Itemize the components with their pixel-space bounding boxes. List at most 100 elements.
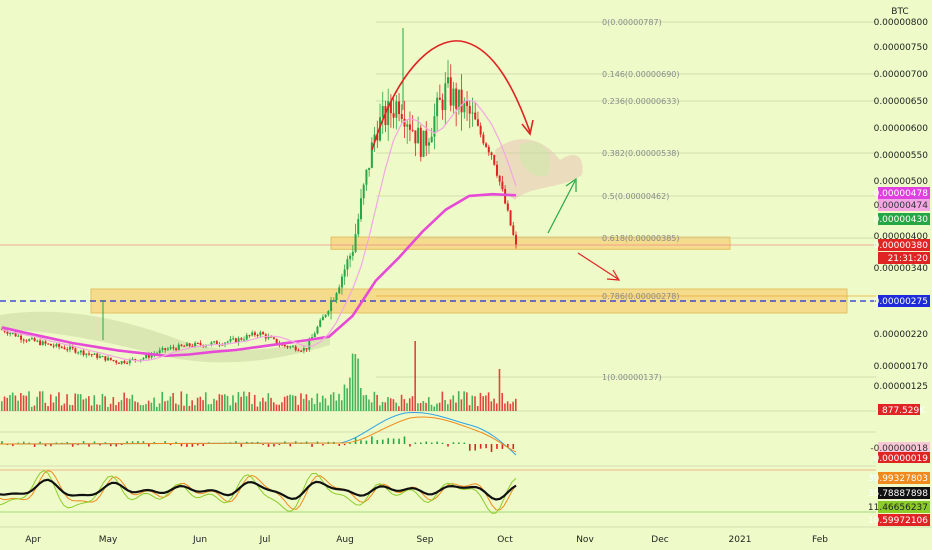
volume-bar bbox=[6, 397, 9, 411]
candle-body bbox=[172, 347, 175, 349]
candle-body bbox=[109, 357, 112, 360]
macd-hist-bar bbox=[409, 444, 411, 447]
macd-hist-bar bbox=[267, 444, 270, 447]
candle-body bbox=[22, 339, 25, 341]
candle-body bbox=[332, 300, 335, 302]
macd-hist-bar bbox=[240, 444, 243, 447]
macd-hist-bar bbox=[403, 436, 406, 444]
candle-body bbox=[213, 341, 216, 343]
candle-body bbox=[262, 332, 265, 335]
fib-level-label: 1(0.00000137) bbox=[602, 373, 662, 382]
candle-body bbox=[297, 350, 300, 352]
candle-body bbox=[436, 97, 439, 117]
volume-bar bbox=[490, 401, 493, 411]
time-tick-label: Jul bbox=[259, 535, 271, 545]
macd-hist-bar bbox=[28, 442, 30, 444]
candle-body bbox=[427, 142, 430, 146]
macd-hist-bar bbox=[148, 444, 150, 447]
candle-body bbox=[433, 116, 436, 137]
candle-body bbox=[243, 339, 246, 341]
candle-body bbox=[501, 181, 504, 189]
volume-bar bbox=[430, 404, 433, 411]
volume-bar bbox=[419, 403, 422, 411]
macd-hist-bar bbox=[93, 441, 96, 444]
candle-body bbox=[104, 356, 107, 361]
volume-bar bbox=[349, 377, 351, 411]
candle-body bbox=[177, 344, 180, 350]
volume-bar bbox=[417, 403, 419, 411]
volume-bar bbox=[107, 406, 109, 411]
candle-body bbox=[370, 142, 373, 168]
macd-hist-bar bbox=[66, 442, 69, 444]
candle-body bbox=[30, 338, 33, 340]
macd-hist-bar bbox=[485, 444, 487, 449]
volume-bar bbox=[286, 395, 289, 411]
volume-bar bbox=[79, 394, 82, 411]
volume-bar bbox=[204, 392, 207, 411]
candle-body bbox=[58, 344, 61, 347]
candle-body bbox=[90, 354, 93, 356]
volume-bar bbox=[88, 396, 90, 411]
volume-bar bbox=[202, 400, 204, 411]
macd-hist-bar bbox=[463, 442, 466, 444]
volume-bar bbox=[177, 404, 180, 411]
volume-bar bbox=[297, 404, 300, 411]
candle-body bbox=[324, 314, 327, 317]
macd-hist-bar bbox=[430, 442, 433, 444]
macd-hist-bar bbox=[22, 441, 25, 444]
candle-body bbox=[156, 353, 159, 355]
volume-bar bbox=[134, 401, 136, 411]
volume-bar bbox=[474, 396, 476, 411]
candle-body bbox=[158, 350, 161, 354]
candle-body bbox=[88, 353, 91, 355]
candle-body bbox=[52, 345, 55, 347]
candle-body bbox=[20, 335, 23, 340]
unit-label: BTC bbox=[891, 7, 908, 17]
volume-bar bbox=[120, 400, 123, 411]
price-tick-label: 0.00000700 bbox=[874, 70, 929, 80]
volume-bar bbox=[131, 394, 134, 411]
drawings-layer bbox=[371, 40, 621, 281]
macd-hist-bar bbox=[278, 444, 281, 446]
volume-bar bbox=[433, 406, 436, 411]
volume-bar bbox=[411, 396, 414, 411]
volume-bar bbox=[455, 402, 457, 411]
volume-bar bbox=[379, 405, 381, 411]
candle-body bbox=[101, 356, 104, 358]
macd-hist-bar bbox=[338, 444, 341, 446]
candle-body bbox=[411, 129, 414, 131]
candle-body bbox=[240, 338, 243, 340]
macd-hist-bar bbox=[39, 441, 41, 444]
price-tick-label: 0.00000750 bbox=[874, 43, 929, 53]
time-tick-label: Aug bbox=[336, 535, 354, 545]
candle-body bbox=[44, 341, 47, 344]
fib-level-label: 0.786(0.00000278) bbox=[602, 292, 680, 301]
volume-bar bbox=[39, 391, 41, 411]
volume-bar bbox=[58, 392, 60, 411]
candle-body bbox=[387, 101, 390, 126]
candle-body bbox=[406, 124, 409, 127]
macd-hist-bar bbox=[360, 440, 362, 444]
candle-body bbox=[498, 175, 501, 182]
candle-body bbox=[509, 210, 512, 226]
candle-body bbox=[115, 360, 118, 363]
macd-hist-bar bbox=[425, 441, 428, 444]
resistance-zone bbox=[330, 236, 731, 250]
candle-body bbox=[253, 332, 256, 335]
macd-hist-bar bbox=[153, 441, 156, 444]
candle-body bbox=[123, 361, 126, 364]
time-tick-label: Feb bbox=[812, 535, 828, 545]
price-tag-label: 0.00000430 bbox=[874, 215, 929, 225]
volume-bar bbox=[313, 404, 316, 411]
volume-bar bbox=[338, 393, 340, 411]
candle-body bbox=[185, 343, 188, 347]
candle-body bbox=[259, 332, 262, 336]
price-tick-label: 0.00000125 bbox=[874, 382, 928, 392]
candle-body bbox=[11, 332, 14, 334]
candle-body bbox=[495, 164, 498, 176]
candle-body bbox=[6, 331, 9, 334]
volume-bar bbox=[150, 402, 153, 411]
candle-body bbox=[455, 88, 458, 109]
volume-bar bbox=[436, 403, 438, 411]
volume-bar bbox=[109, 403, 112, 411]
